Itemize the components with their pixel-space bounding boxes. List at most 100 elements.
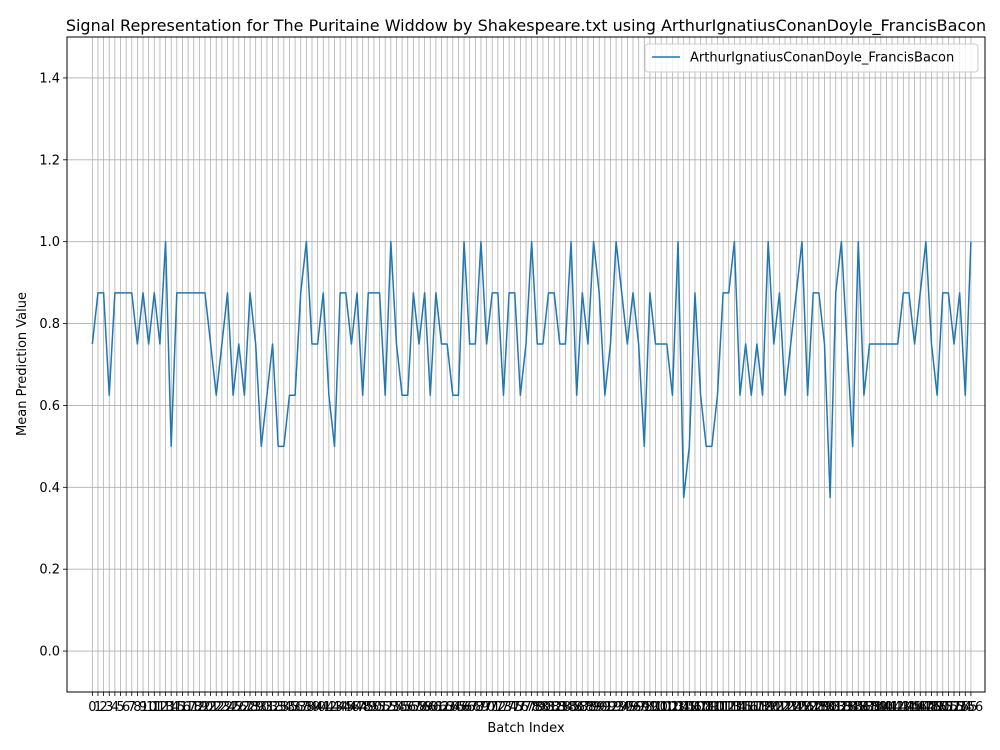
- data-point: [947, 292, 949, 294]
- data-point: [525, 343, 527, 345]
- data-point: [914, 343, 916, 345]
- x-tick-label: 46: [343, 700, 360, 715]
- data-point: [441, 343, 443, 345]
- data-point: [925, 241, 927, 243]
- data-point: [474, 343, 476, 345]
- data-point: [739, 394, 741, 396]
- data-point: [711, 445, 713, 447]
- data-point: [953, 343, 955, 345]
- x-tick-label: 42: [321, 700, 338, 715]
- data-point: [767, 241, 769, 243]
- data-point: [553, 292, 555, 294]
- x-tick-label: 121: [761, 700, 786, 715]
- data-point: [942, 292, 944, 294]
- x-tick-label: 5: [116, 700, 124, 715]
- data-point: [446, 343, 448, 345]
- data-point: [773, 343, 775, 345]
- data-point: [762, 394, 764, 396]
- y-tick-label: 0.8: [39, 317, 60, 332]
- x-tick-label: 64: [445, 700, 462, 715]
- data-point: [227, 292, 229, 294]
- x-tick-label: 113: [716, 700, 741, 715]
- data-point: [885, 343, 887, 345]
- data-point: [136, 343, 138, 345]
- x-tick-label: 86: [568, 700, 585, 715]
- x-tick-label: 102: [654, 700, 679, 715]
- data-point: [390, 241, 392, 243]
- legend: ArthurIgnatiusConanDoyle_FrancisBacon: [644, 43, 979, 73]
- x-tick-label: 28: [242, 700, 259, 715]
- data-point: [429, 394, 431, 396]
- data-point: [305, 241, 307, 243]
- data-point: [272, 343, 274, 345]
- x-tick-label: 108: [688, 700, 713, 715]
- x-tick-label: 30: [253, 700, 270, 715]
- x-tick-label: 0: [88, 700, 96, 715]
- x-tick-label: 124: [778, 700, 803, 715]
- x-tick-label: 16: [174, 700, 191, 715]
- data-point: [700, 394, 702, 396]
- data-point: [728, 292, 730, 294]
- x-tick-label: 57: [405, 700, 422, 715]
- data-point: [215, 394, 217, 396]
- data-point: [750, 394, 752, 396]
- x-tick-label: 17: [180, 700, 197, 715]
- data-point: [874, 343, 876, 345]
- data-point: [621, 292, 623, 294]
- data-point: [705, 445, 707, 447]
- y-tick-label: 1.0: [39, 235, 60, 250]
- x-tick-label: 23: [214, 700, 231, 715]
- x-tick-label: 31: [259, 700, 276, 715]
- x-tick-label: 14: [163, 700, 180, 715]
- data-point: [880, 343, 882, 345]
- data-point: [869, 343, 871, 345]
- data-point: [576, 394, 578, 396]
- data-point: [412, 292, 414, 294]
- data-point: [401, 394, 403, 396]
- data-point: [508, 292, 510, 294]
- x-tick-label: 84: [557, 700, 574, 715]
- data-point: [722, 292, 724, 294]
- data-point: [91, 343, 93, 345]
- x-tick-label: 140: [868, 700, 893, 715]
- data-point: [502, 394, 504, 396]
- x-tick-label: 126: [790, 700, 815, 715]
- x-tick-label: 44: [332, 700, 349, 715]
- x-tick-label: 149: [919, 700, 944, 715]
- data-point: [435, 292, 437, 294]
- data-point: [897, 343, 899, 345]
- x-tick-label: 79: [529, 700, 546, 715]
- data-point: [407, 394, 409, 396]
- data-point: [519, 394, 521, 396]
- data-point: [863, 394, 865, 396]
- x-tick-label: 49: [360, 700, 377, 715]
- x-gridlines: [91, 37, 972, 692]
- x-tick-label: 71: [484, 700, 501, 715]
- data-point: [497, 292, 499, 294]
- data-point: [598, 292, 600, 294]
- x-tick-label: 66: [456, 700, 473, 715]
- data-point: [362, 394, 364, 396]
- x-tick-label: 110: [699, 700, 724, 715]
- data-point: [266, 394, 268, 396]
- x-tick-label: 9: [139, 700, 147, 715]
- x-tick-label: 18: [185, 700, 202, 715]
- x-tick-label: 4: [111, 700, 119, 715]
- x-tick-label: 92: [602, 700, 619, 715]
- x-tick-label: 111: [705, 700, 730, 715]
- data-point: [181, 292, 183, 294]
- data-point: [165, 241, 167, 243]
- x-tick-label: 91: [597, 700, 614, 715]
- data-point: [784, 394, 786, 396]
- x-tick-label: 51: [371, 700, 388, 715]
- data-point: [384, 394, 386, 396]
- x-tick-label: 112: [711, 700, 736, 715]
- data-point: [159, 343, 161, 345]
- x-tick-label: 48: [354, 700, 371, 715]
- x-tick-label: 85: [563, 700, 580, 715]
- data-point: [486, 343, 488, 345]
- x-tick-label: 138: [857, 700, 882, 715]
- x-tick-label: 13: [157, 700, 174, 715]
- x-axis-ticks: 0123456789101112131415161718192021222324…: [88, 692, 983, 715]
